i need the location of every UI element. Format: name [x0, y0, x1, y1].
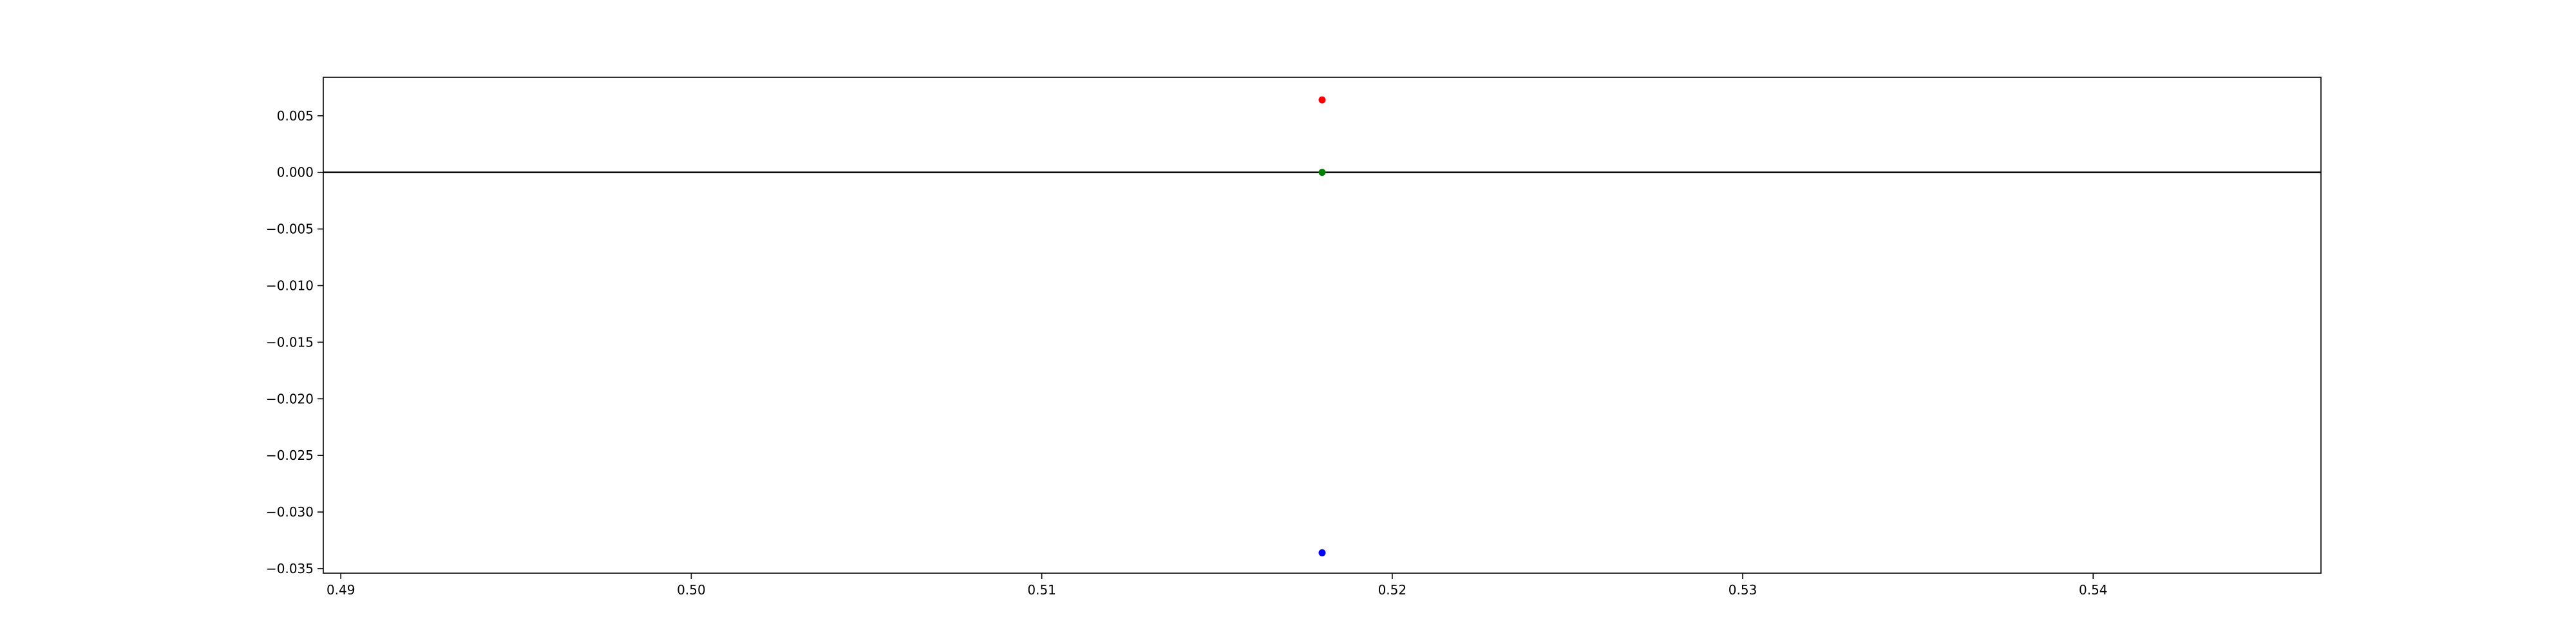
data-point-1 [1318, 169, 1326, 176]
plot-area [323, 77, 2321, 573]
x-tick-label: 0.49 [327, 582, 355, 598]
y-tick-label: −0.005 [266, 222, 314, 237]
data-point-2 [1318, 549, 1326, 556]
y-tick-label: 0.000 [277, 165, 314, 180]
y-tick-label: 0.005 [277, 108, 314, 124]
y-tick-label: −0.010 [266, 278, 314, 293]
x-tick-label: 0.51 [1027, 582, 1056, 598]
y-tick-label: −0.015 [266, 334, 314, 350]
x-tick-label: 0.52 [1378, 582, 1407, 598]
y-tick-label: −0.030 [266, 504, 314, 520]
plot-layer: 0.49 0.50 0.51 0.52 0.53 0.54 0.005 0.000 −0.005… [266, 77, 2322, 598]
x-tick-label: 0.54 [2079, 582, 2108, 598]
data-point-0 [1318, 96, 1326, 104]
x-tick-label: 0.50 [677, 582, 706, 598]
y-tick-label: −0.035 [266, 561, 314, 576]
x-tick-label: 0.53 [1728, 582, 1757, 598]
axes-frame [323, 77, 2322, 574]
y-tick-label: −0.025 [266, 448, 314, 463]
y-tick-label: −0.020 [266, 391, 314, 406]
